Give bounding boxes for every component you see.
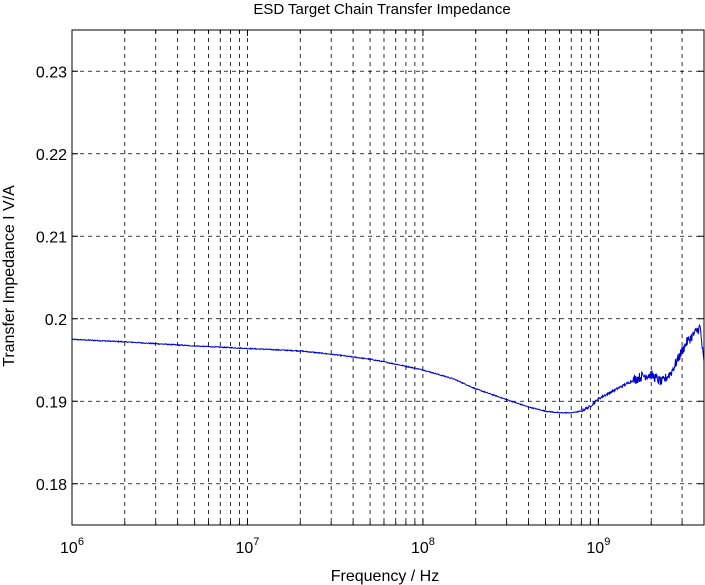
x-axis-label: Frequency / Hz	[331, 568, 439, 585]
x-tick-label: 109	[586, 536, 610, 557]
plot-frame	[71, 29, 705, 526]
y-tick-label: 0.22	[36, 147, 67, 164]
y-tick-label: 0.21	[36, 229, 67, 246]
x-tick-label: 108	[411, 536, 435, 557]
y-tick-label: 0.23	[36, 64, 67, 81]
y-axis-label: Transfer Impedance I V/A	[1, 185, 18, 367]
grid	[72, 30, 704, 525]
y-tick-label: 0.2	[45, 312, 67, 329]
y-tick-label: 0.19	[36, 394, 67, 411]
series-layer	[71, 323, 705, 415]
chart-title: ESD Target Chain Transfer Impedance	[253, 1, 510, 18]
x-tick-label: 106	[60, 536, 84, 557]
series-line	[71, 323, 705, 415]
y-tick-label: 0.18	[36, 477, 67, 494]
x-tick-label: 107	[235, 536, 259, 557]
ticks: 106 107 108 109 0.18 0.19 0.2 0.21 0.22 0.23	[36, 30, 704, 557]
